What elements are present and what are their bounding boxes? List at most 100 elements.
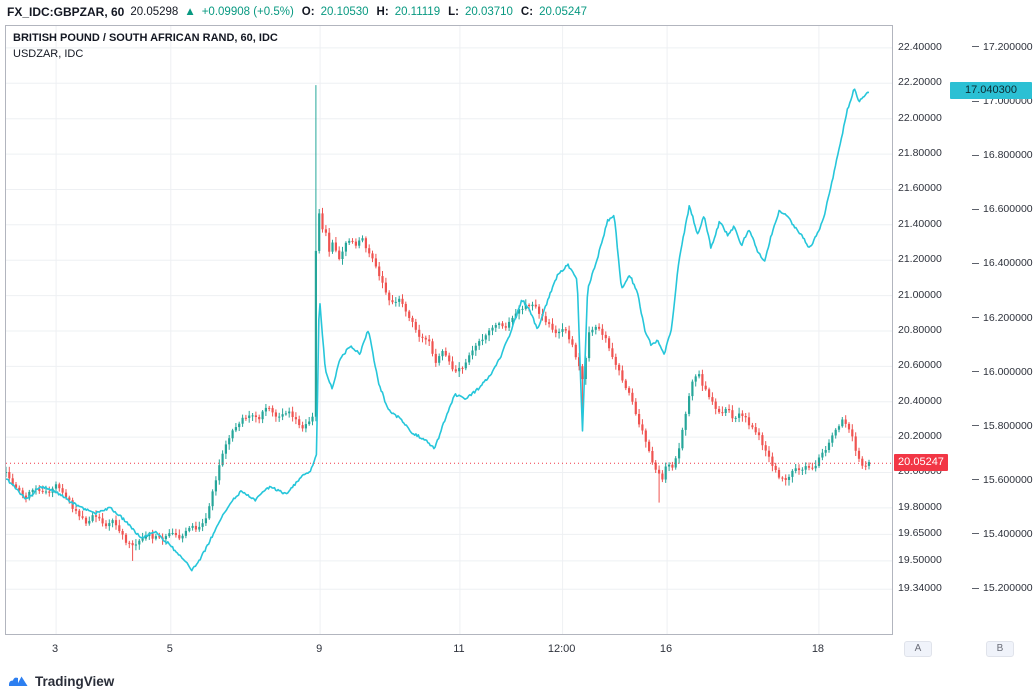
candle-body: [694, 376, 697, 382]
candle-body: [608, 338, 611, 349]
price-scale-b[interactable]: 17.200000 17.000000 16.800000 16.600000 16.4…: [972, 25, 1033, 635]
candle-body: [847, 423, 851, 430]
candle-body: [18, 487, 21, 491]
candle-body: [284, 413, 287, 415]
candle-body: [458, 367, 461, 372]
candle-body: [641, 424, 644, 431]
candle-body: [314, 250, 317, 417]
candle-body: [514, 313, 517, 318]
price-a-tick-label: 21.20000: [898, 253, 942, 266]
candle-body: [498, 323, 501, 325]
candle-body: [414, 321, 417, 330]
scale-a-button[interactable]: A: [904, 641, 932, 657]
candle-body: [58, 484, 61, 489]
candle-body: [698, 374, 701, 377]
candle-body: [521, 308, 524, 310]
candle-body: [624, 380, 627, 389]
candle-body: [361, 238, 364, 241]
candle-body: [128, 542, 131, 544]
legend-main-series[interactable]: BRITISH POUND / SOUTH AFRICAN RAND, 60, …: [13, 32, 278, 44]
candle-body: [764, 445, 767, 451]
candle-body: [854, 436, 857, 451]
time-tick-label: 3: [51, 643, 59, 655]
candle-body: [44, 491, 48, 493]
candle-body: [221, 453, 224, 466]
candle-body: [851, 429, 854, 437]
price-scale-a[interactable]: 22.40000 22.20000 22.00000 21.80000 21.60000…: [898, 25, 956, 635]
candle-body: [741, 413, 744, 416]
time-tick-label: 12:00: [547, 643, 576, 655]
candle-body: [304, 424, 307, 429]
candle-body: [804, 466, 807, 470]
candle-body: [318, 213, 321, 251]
candle-body: [491, 327, 494, 331]
candle-body: [114, 520, 118, 526]
open-label: O:: [301, 6, 315, 18]
legend-overlay-series[interactable]: USDZAR, IDC: [13, 48, 84, 60]
candle-body: [168, 533, 171, 537]
candle-body: [678, 448, 681, 459]
candle-body: [554, 329, 557, 334]
candle-body: [324, 229, 327, 233]
candle-body: [654, 462, 657, 470]
candle-body: [824, 450, 827, 453]
candle-body: [544, 316, 547, 323]
low-value: 20.03710: [464, 6, 513, 18]
candle-body: [528, 304, 531, 307]
price-b-tick: 15.200000: [972, 582, 1033, 594]
candle-body: [591, 329, 594, 333]
brand-name[interactable]: TradingView: [35, 673, 115, 689]
candle-body: [501, 323, 504, 327]
price-b-tick: 16.400000: [972, 257, 1033, 269]
scale-b-button[interactable]: B: [986, 641, 1014, 657]
candle-body: [388, 292, 391, 301]
candle-body: [291, 411, 294, 417]
candle-body: [511, 317, 514, 322]
candle-body: [118, 525, 121, 532]
candle-body: [91, 515, 94, 521]
candle-body: [861, 458, 864, 466]
tick-mark: [972, 587, 979, 589]
candle-body: [84, 517, 88, 524]
time-tick-label: 18: [811, 643, 825, 655]
candle-body: [94, 515, 98, 517]
candle-body: [738, 413, 741, 418]
candle-body: [787, 476, 791, 480]
candle-body: [378, 266, 381, 277]
change-arrow-icon: ▲: [184, 6, 196, 18]
candle-body: [518, 309, 521, 314]
candle-body: [618, 364, 621, 371]
candle-body: [188, 527, 191, 531]
candle-body: [478, 341, 481, 346]
candle-body: [454, 369, 457, 372]
candle-body: [54, 484, 58, 489]
candle-body: [64, 492, 68, 498]
candle-body: [524, 304, 527, 309]
candle-body: [234, 427, 237, 431]
candle-body: [218, 465, 221, 481]
time-axis[interactable]: 3 5 9 11 12:00 16 18: [5, 636, 893, 662]
candle-body: [461, 367, 464, 369]
price-b-tick-label: 15.600000: [983, 473, 1033, 486]
candle-body: [728, 409, 731, 411]
candle-body: [364, 238, 367, 249]
candle-body: [298, 419, 301, 426]
candle-body: [584, 358, 587, 379]
candle-body: [837, 426, 841, 430]
candle-body: [651, 451, 654, 463]
price-b-tick-label: 15.400000: [983, 527, 1033, 540]
price-b-tick: 16.000000: [972, 366, 1033, 378]
candle-body: [474, 345, 477, 351]
candle-body: [338, 250, 341, 259]
candle-body: [767, 450, 771, 457]
chart-plot-area[interactable]: BRITISH POUND / SOUTH AFRICAN RAND, 60, …: [5, 25, 893, 635]
price-b-tick-label: 16.000000: [983, 365, 1033, 378]
candle-body: [144, 536, 147, 539]
candle-body: [438, 356, 441, 363]
candle-body: [594, 326, 597, 330]
time-tick-label: 16: [659, 643, 673, 655]
candle-body: [571, 339, 574, 345]
candle-body: [671, 464, 674, 468]
candle-body: [578, 357, 581, 367]
candle-body: [504, 326, 507, 328]
